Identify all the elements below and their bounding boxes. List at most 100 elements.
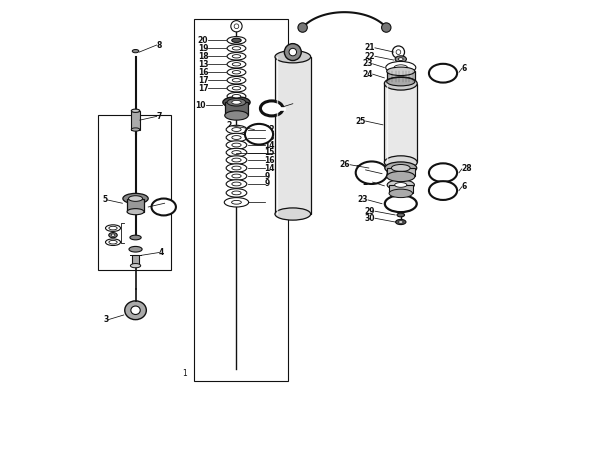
Ellipse shape bbox=[232, 158, 241, 162]
Ellipse shape bbox=[397, 213, 405, 217]
Text: 6: 6 bbox=[462, 182, 467, 191]
Text: 14: 14 bbox=[265, 163, 275, 172]
Ellipse shape bbox=[129, 247, 142, 252]
Text: 20: 20 bbox=[198, 36, 208, 45]
Ellipse shape bbox=[245, 124, 273, 144]
Ellipse shape bbox=[392, 164, 410, 171]
Ellipse shape bbox=[429, 64, 457, 83]
Circle shape bbox=[392, 46, 405, 58]
Ellipse shape bbox=[125, 301, 146, 320]
Ellipse shape bbox=[223, 97, 250, 108]
Ellipse shape bbox=[152, 199, 176, 216]
Ellipse shape bbox=[130, 235, 141, 240]
Bar bbox=[387, 71, 415, 82]
Ellipse shape bbox=[232, 166, 241, 170]
Bar bbox=[389, 185, 412, 193]
Bar bbox=[384, 84, 417, 162]
Text: 1: 1 bbox=[183, 370, 187, 378]
Text: 25: 25 bbox=[355, 116, 365, 125]
Text: 4: 4 bbox=[159, 248, 164, 257]
Ellipse shape bbox=[227, 60, 246, 68]
Text: 2: 2 bbox=[227, 121, 232, 130]
Circle shape bbox=[381, 23, 391, 32]
Text: 11: 11 bbox=[293, 99, 303, 108]
Ellipse shape bbox=[232, 174, 241, 178]
Text: 10: 10 bbox=[196, 101, 206, 110]
Text: 14: 14 bbox=[265, 141, 275, 150]
Text: 23: 23 bbox=[362, 59, 372, 68]
Text: 23: 23 bbox=[358, 195, 368, 204]
Text: 9: 9 bbox=[265, 180, 270, 189]
Text: 24: 24 bbox=[362, 70, 372, 79]
Circle shape bbox=[284, 44, 301, 60]
Ellipse shape bbox=[227, 76, 246, 84]
Ellipse shape bbox=[130, 264, 140, 268]
Ellipse shape bbox=[105, 225, 121, 231]
Ellipse shape bbox=[384, 156, 417, 169]
Ellipse shape bbox=[226, 180, 247, 188]
Ellipse shape bbox=[129, 196, 143, 201]
Ellipse shape bbox=[396, 219, 406, 225]
Ellipse shape bbox=[232, 95, 241, 98]
Ellipse shape bbox=[232, 63, 241, 66]
Ellipse shape bbox=[109, 240, 117, 244]
Ellipse shape bbox=[387, 180, 414, 190]
Text: 1: 1 bbox=[231, 149, 236, 158]
Ellipse shape bbox=[395, 56, 406, 62]
Circle shape bbox=[231, 20, 242, 32]
Ellipse shape bbox=[232, 100, 241, 104]
Ellipse shape bbox=[226, 133, 247, 142]
Ellipse shape bbox=[131, 109, 140, 113]
Ellipse shape bbox=[227, 53, 246, 60]
Ellipse shape bbox=[399, 221, 403, 223]
Ellipse shape bbox=[232, 71, 241, 74]
Ellipse shape bbox=[387, 67, 415, 76]
Ellipse shape bbox=[232, 86, 241, 90]
Ellipse shape bbox=[227, 68, 246, 76]
Circle shape bbox=[298, 23, 307, 32]
Ellipse shape bbox=[232, 143, 241, 147]
Circle shape bbox=[289, 48, 296, 56]
Ellipse shape bbox=[227, 93, 246, 100]
Ellipse shape bbox=[386, 61, 416, 74]
Ellipse shape bbox=[109, 226, 117, 230]
Ellipse shape bbox=[356, 162, 387, 184]
Ellipse shape bbox=[111, 234, 115, 237]
Bar bbox=[225, 102, 248, 115]
Ellipse shape bbox=[224, 198, 249, 207]
Ellipse shape bbox=[131, 306, 140, 314]
Ellipse shape bbox=[394, 65, 408, 70]
Ellipse shape bbox=[226, 172, 247, 180]
Text: 16: 16 bbox=[265, 155, 275, 164]
Ellipse shape bbox=[429, 163, 457, 182]
Ellipse shape bbox=[232, 128, 241, 132]
Text: 26: 26 bbox=[340, 160, 350, 169]
Text: 3: 3 bbox=[103, 315, 108, 324]
Ellipse shape bbox=[127, 209, 144, 215]
Ellipse shape bbox=[384, 77, 417, 90]
Bar bbox=[279, 106, 285, 110]
Ellipse shape bbox=[226, 156, 247, 164]
Text: 8: 8 bbox=[156, 40, 162, 49]
Text: 6: 6 bbox=[462, 64, 467, 73]
Ellipse shape bbox=[399, 57, 403, 60]
Ellipse shape bbox=[225, 111, 248, 120]
Ellipse shape bbox=[232, 191, 241, 195]
Ellipse shape bbox=[232, 151, 241, 154]
Text: 7: 7 bbox=[156, 112, 162, 121]
Bar bbox=[131, 256, 139, 266]
Bar bbox=[98, 115, 171, 270]
Text: 15: 15 bbox=[265, 148, 275, 157]
Ellipse shape bbox=[109, 233, 117, 238]
Ellipse shape bbox=[226, 125, 247, 134]
Ellipse shape bbox=[232, 135, 241, 139]
Text: 30: 30 bbox=[365, 214, 375, 223]
Bar bbox=[127, 199, 144, 212]
Text: 24: 24 bbox=[362, 178, 372, 187]
Text: 18: 18 bbox=[198, 52, 208, 61]
Text: 13: 13 bbox=[198, 60, 208, 69]
Text: 6: 6 bbox=[165, 199, 170, 208]
Circle shape bbox=[234, 24, 239, 28]
Ellipse shape bbox=[275, 51, 311, 63]
Bar bbox=[194, 19, 288, 380]
